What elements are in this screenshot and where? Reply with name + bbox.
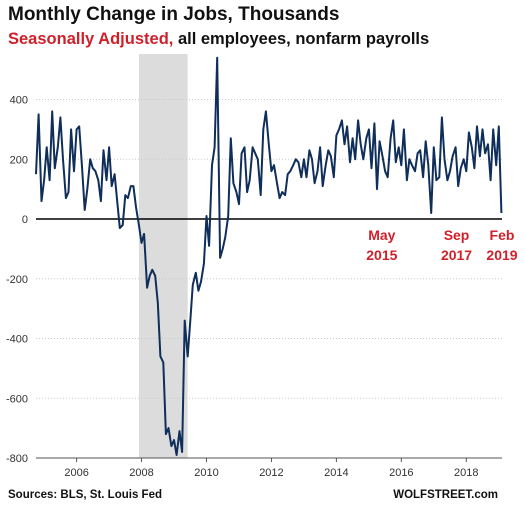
recession-band: [138, 54, 188, 458]
subtitle-highlight: Seasonally Adjusted,: [8, 30, 174, 48]
brand-logo: WOLFSTREET.com: [393, 489, 498, 501]
source-note: Sources: BLS, St. Louis Fed: [8, 489, 162, 501]
y-tick-label: -800: [6, 453, 28, 465]
y-tick-label: 400: [10, 95, 28, 107]
y-tick-label: 0: [22, 214, 28, 226]
x-tick-label: 2012: [259, 467, 283, 479]
chart-subtitle: Seasonally Adjusted, all employees, nonf…: [8, 30, 429, 49]
x-tick-label: 2016: [389, 467, 413, 479]
y-tick-label: -200: [6, 274, 28, 286]
y-tick-label: 200: [10, 154, 28, 166]
x-tick-label: 2006: [64, 467, 88, 479]
x-tick-label: 2010: [194, 467, 218, 479]
annotation-label: 2017: [441, 247, 472, 263]
y-tick-label: -400: [6, 334, 28, 346]
x-tick-label: 2018: [454, 467, 478, 479]
x-tick-label: 2014: [324, 467, 348, 479]
annotation-label: Sep: [444, 227, 470, 243]
series-line: [35, 56, 503, 456]
annotation-label: 2019: [486, 247, 517, 263]
chart-title: Monthly Change in Jobs, Thousands: [8, 4, 340, 25]
subtitle-rest: all employees, nonfarm payrolls: [173, 30, 430, 48]
x-tick-label: 2008: [129, 467, 153, 479]
y-tick-label: -600: [6, 393, 28, 405]
annotation-label: 2015: [366, 247, 397, 263]
annotation-label: May: [368, 227, 395, 243]
annotation-label: Feb: [490, 227, 515, 243]
